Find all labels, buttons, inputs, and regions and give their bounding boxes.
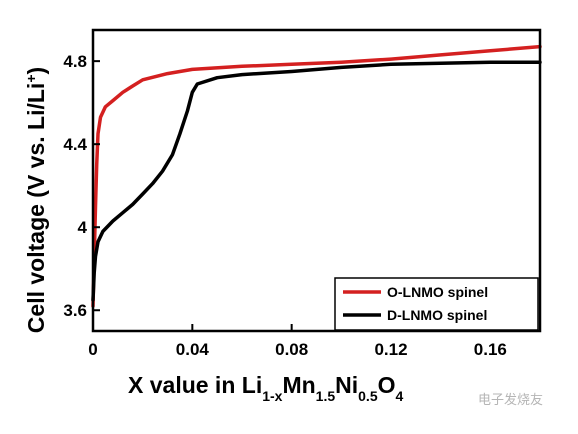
- series-line-d-lnmo: [91, 60, 542, 302]
- x-tick-label: 0.12: [374, 340, 407, 359]
- x-tick-label: 0.04: [176, 340, 210, 359]
- x-tick-label: 0.08: [275, 340, 308, 359]
- x-tick-label: 0: [88, 340, 97, 359]
- legend-label-o-lnmo: O-LNMO spinel: [387, 284, 488, 300]
- legend: O-LNMO spinel D-LNMO spinel: [334, 277, 539, 331]
- plot-frame: [91, 28, 542, 333]
- legend-label-d-lnmo: D-LNMO spinel: [387, 307, 487, 323]
- watermark: 电子发烧友: [478, 392, 543, 408]
- series-line-o-lnmo: [91, 44, 542, 308]
- y-tick-label: 4.8: [63, 52, 87, 71]
- x-axis-title: X value in Li1-xMn1.5Ni0.5O4: [128, 372, 404, 404]
- y-axis-title: Cell voltage (V vs. Li/Li+): [23, 67, 49, 333]
- y-tick-label: 3.6: [63, 301, 87, 320]
- x-tick-label: 0.16: [474, 340, 507, 359]
- legend-box: [334, 277, 539, 331]
- y-tick-label: 4.4: [63, 135, 87, 154]
- y-tick-label: 4: [78, 218, 88, 237]
